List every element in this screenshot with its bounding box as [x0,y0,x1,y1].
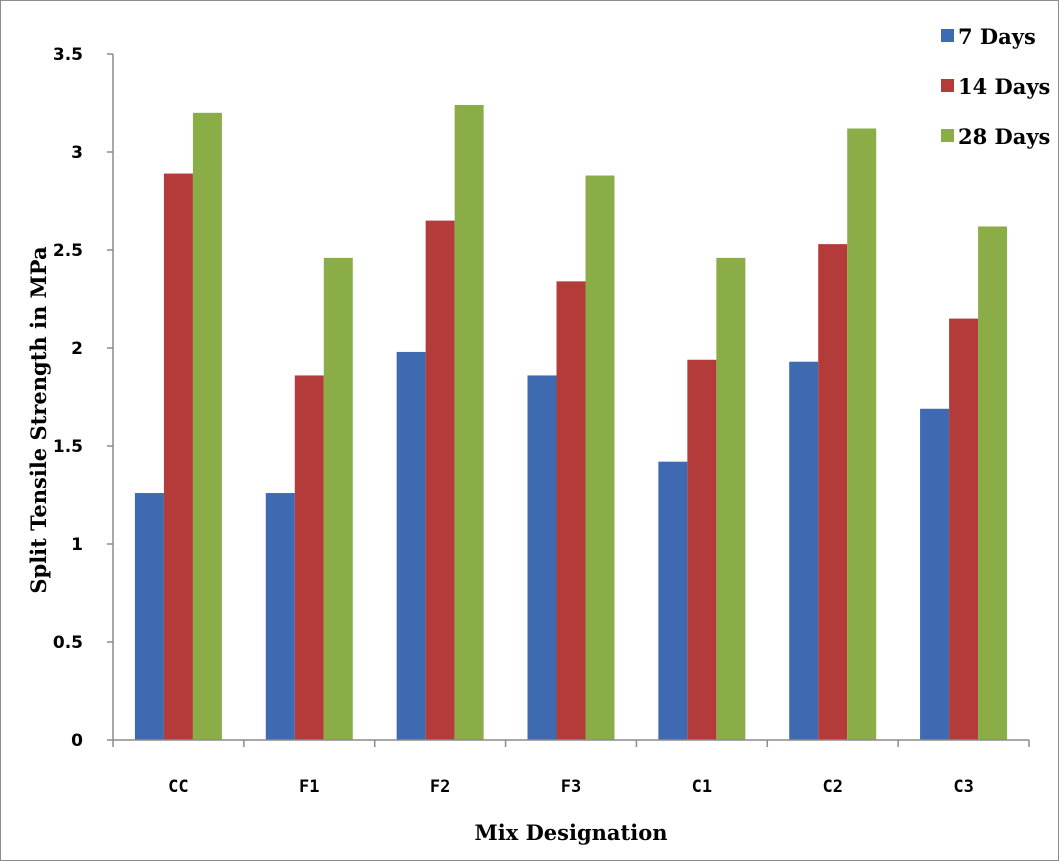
y-tick-label: 0 [71,731,83,751]
bar-cc-14-days [163,173,193,740]
bar-c1-28-days [716,257,746,740]
bar-c2-14-days [818,244,848,740]
x-axis-ticks [112,740,1030,747]
bar-c1-14-days [687,359,717,740]
bar-f2-28-days [454,104,484,740]
y-tick-label: 3 [71,143,83,163]
y-tick-label: 2.5 [53,241,83,261]
x-tick-label: F2 [430,777,450,797]
bar-c3-14-days [949,318,979,740]
bar-f1-14-days [294,375,324,740]
x-axis-tick-labels: CC F1 F2 F3 C1 C2 C3 [168,777,974,797]
x-tick-label: C2 [822,777,842,797]
legend-swatch-28-days [941,129,954,142]
y-axis-tick-labels: 0 0.5 1 1.5 2 2.5 3 3.5 [53,45,83,751]
bars-group [134,104,1008,741]
legend-label: 7 Days [958,24,1036,49]
legend-swatch-7-days [941,29,954,42]
bar-c2-7-days [789,361,819,740]
x-tick-label: F1 [299,777,319,797]
bar-c1-7-days [658,461,688,740]
y-tick-label: 1.5 [53,437,83,457]
bar-f3-7-days [527,375,557,740]
y-tick-label: 2 [71,339,83,359]
legend-label: 14 Days [958,74,1050,99]
bar-cc-28-days [192,112,222,741]
y-tick-label: 3.5 [53,45,83,65]
y-tick-label: 0.5 [53,633,83,653]
bar-f1-7-days [265,493,295,740]
bar-f2-14-days [425,220,455,741]
y-tick-label: 1 [71,535,83,555]
x-tick-label: F3 [561,777,581,797]
bar-c3-7-days [920,408,950,740]
legend-swatch-14-days [941,79,954,92]
legend-label: 28 Days [958,124,1050,149]
x-tick-label: C1 [692,777,712,797]
bar-cc-7-days [134,493,164,740]
x-axis-title: Mix Designation [475,820,668,845]
bar-c3-28-days [978,226,1008,741]
x-tick-label: C3 [953,777,973,797]
y-axis-title: Split Tensile Strength in MPa [26,246,51,594]
y-axis-ticks [107,53,113,741]
legend: 7 Days 14 Days 28 Days [941,24,1050,149]
bar-f3-28-days [585,175,615,740]
bar-c2-28-days [847,128,877,741]
bar-f1-28-days [323,257,353,740]
bar-f3-14-days [556,281,586,740]
bar-f2-7-days [396,351,426,740]
x-tick-label: CC [168,777,188,797]
